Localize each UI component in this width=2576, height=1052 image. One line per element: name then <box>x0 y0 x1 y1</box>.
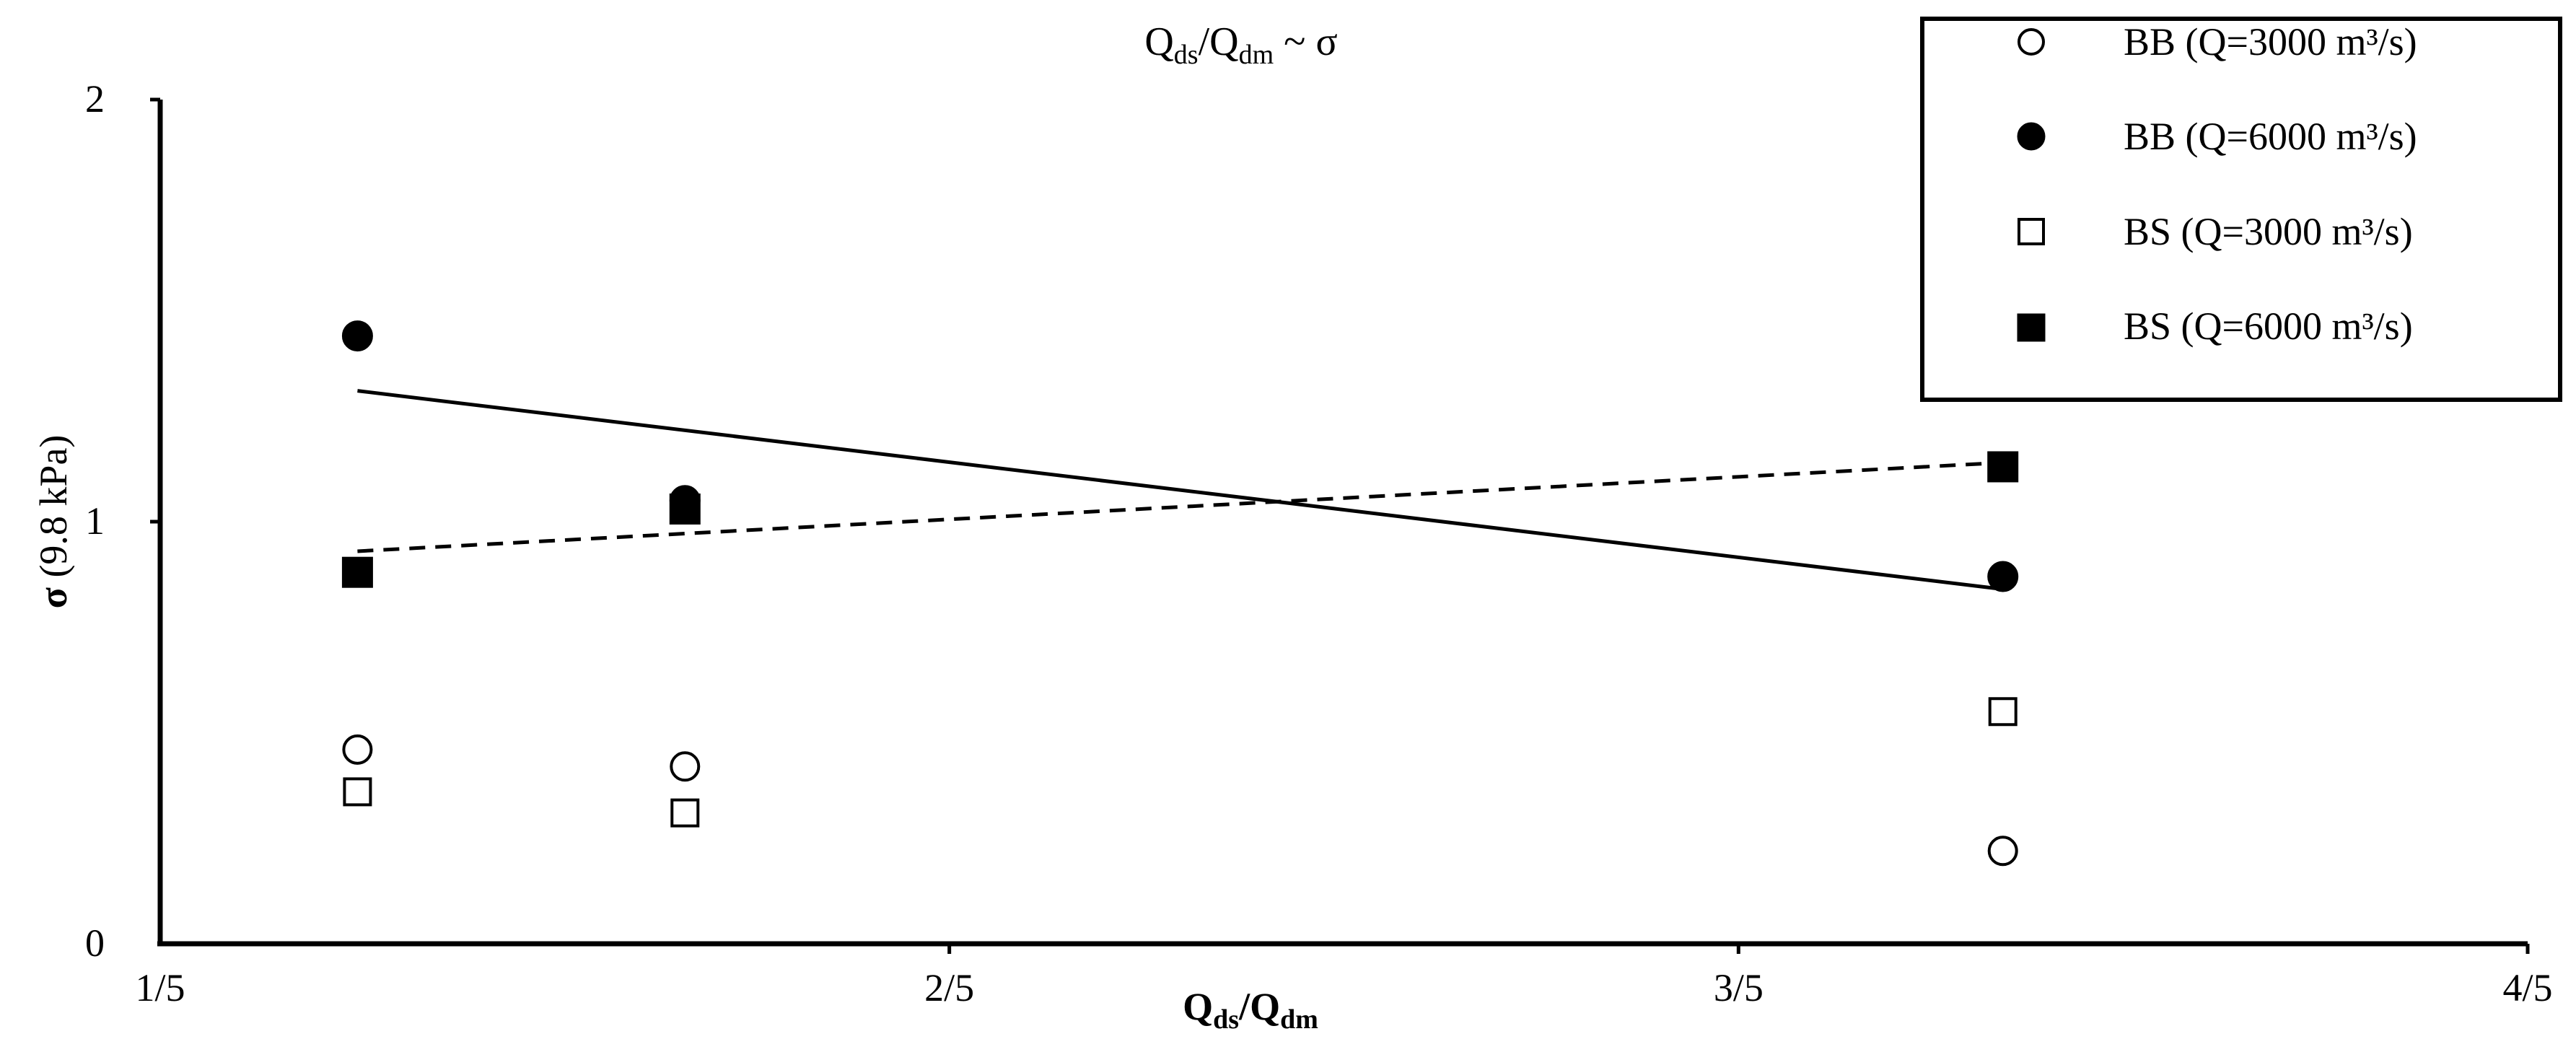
data-point-open-square <box>1988 697 2018 727</box>
data-point-open-square <box>343 777 372 807</box>
legend-label-bs-3000: BS (Q=3000 m³/s) <box>2124 210 2413 253</box>
data-point-filled-square <box>669 493 701 525</box>
trendline-solid <box>357 389 2004 592</box>
x-tick-label: 1/5 <box>135 966 185 1009</box>
data-point-open-circle <box>1987 836 2018 867</box>
data-point-open-circle <box>342 734 373 765</box>
axis-ticks: 0 1 2 1/5 2/5 3/5 4/5 <box>85 77 2553 1009</box>
legend-marker-open-square <box>2018 218 2045 245</box>
y-tick-label: 0 <box>85 921 105 965</box>
y-tick-label: 1 <box>85 499 105 543</box>
y-tick-label: 2 <box>85 77 105 120</box>
y-axis-label: σ (9.8 kPa) <box>32 435 75 609</box>
legend: BB (Q=3000 m³/s) BB (Q=6000 m³/s) BS (Q=… <box>1920 17 2562 402</box>
data-point-filled-square <box>1987 451 2019 483</box>
trendline-dashed <box>357 460 2003 553</box>
data-point-filled-circle <box>1987 561 2019 592</box>
x-axis-label: Qds/Qdm <box>1183 985 1318 1035</box>
x-tick-label: 3/5 <box>1714 966 1764 1009</box>
legend-label-bb-3000: BB (Q=3000 m³/s) <box>2124 20 2417 63</box>
chart-title: Qds/Qdm ~ σ <box>1144 19 1337 70</box>
x-tick-label: 4/5 <box>2502 966 2552 1009</box>
trendlines <box>357 389 2004 592</box>
data-point-open-circle <box>670 751 701 782</box>
legend-label-bb-6000: BB (Q=6000 m³/s) <box>2124 115 2417 158</box>
data-point-open-square <box>670 798 700 828</box>
x-tick-label: 2/5 <box>924 966 974 1009</box>
data-point-filled-circle <box>341 320 373 352</box>
data-point-filled-square <box>341 556 373 588</box>
legend-marker-filled-circle <box>2017 122 2046 151</box>
legend-marker-open-circle <box>2018 28 2045 56</box>
legend-marker-filled-square <box>2017 313 2046 342</box>
legend-label-bs-6000: BS (Q=6000 m³/s) <box>2124 304 2413 348</box>
data-points <box>341 320 2019 867</box>
